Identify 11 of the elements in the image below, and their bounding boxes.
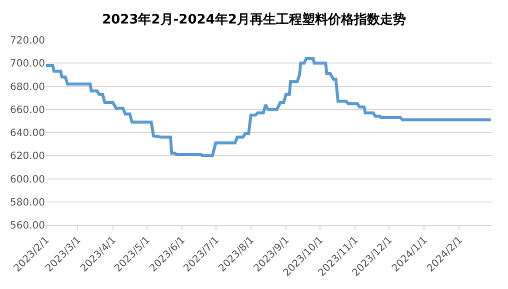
y-tick-label: 660.00 xyxy=(10,104,45,116)
y-tick-label: 580.00 xyxy=(10,197,45,208)
y-tick-label: 700.00 xyxy=(10,58,45,70)
y-tick-label: 720.00 xyxy=(10,36,45,46)
y-tick-label: 620.00 xyxy=(10,151,45,162)
chart-title: 2023年2月-2024年2月再生工程塑料价格指数走势 xyxy=(102,12,406,28)
y-tick-label: 600.00 xyxy=(10,174,45,186)
y-tick-label: 640.00 xyxy=(10,128,45,139)
line-series xyxy=(46,57,492,158)
y-tick-label: 560.00 xyxy=(10,220,45,232)
y-tick-label: 680.00 xyxy=(10,82,45,93)
